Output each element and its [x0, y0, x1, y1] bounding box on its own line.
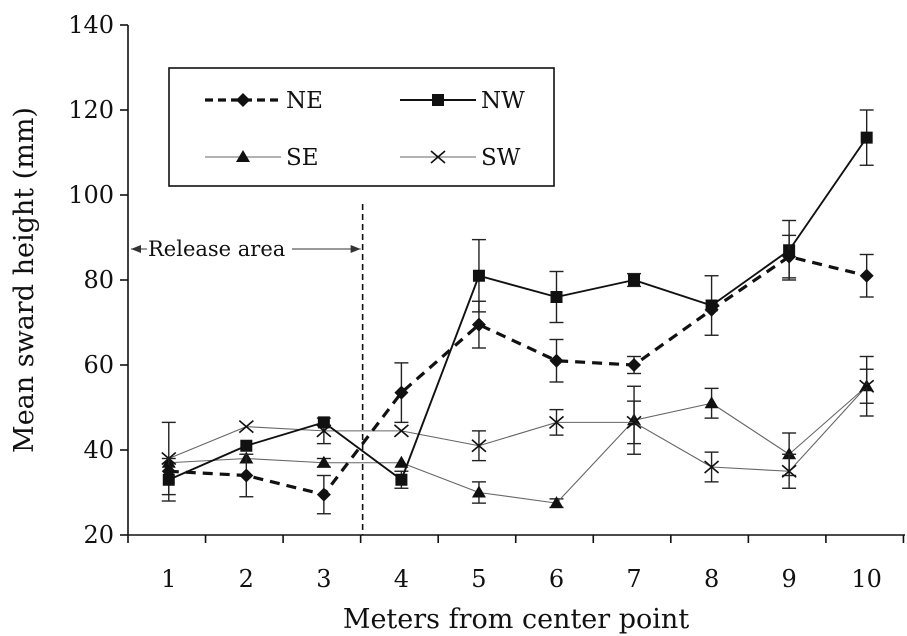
y-tick-label: 80 — [83, 266, 114, 294]
data-point-ne — [239, 468, 254, 483]
data-point-ne — [316, 487, 331, 502]
x-marker-stroke — [626, 415, 642, 429]
data-point-ne — [704, 302, 719, 317]
data-point-ne — [859, 268, 874, 283]
data-point-nw — [628, 274, 641, 286]
release-area-arrowhead-left — [131, 245, 141, 253]
data-point-nw — [162, 473, 175, 486]
release-area-arrowhead-right — [350, 245, 361, 253]
data-point-sw — [626, 415, 642, 429]
x-tick-label: 3 — [316, 565, 331, 593]
legend-entry-se: SE — [205, 145, 319, 171]
x-tick-label: 5 — [471, 565, 486, 593]
x-tick-label: 2 — [239, 565, 254, 593]
legend-label: SE — [286, 145, 319, 171]
data-point-nw — [472, 269, 485, 282]
x-marker-stroke — [704, 460, 720, 474]
data-point-se — [704, 396, 719, 409]
data-point-nw — [550, 291, 563, 303]
legend-marker — [236, 93, 250, 107]
y-tick-label: 140 — [68, 11, 114, 39]
release-area-label: Release area — [148, 237, 285, 261]
x-tick-label: 8 — [704, 565, 719, 593]
legend-label: NE — [286, 88, 323, 114]
legend-marker — [236, 150, 250, 162]
data-point-ne — [161, 464, 176, 479]
data-point-sw — [704, 460, 720, 474]
data-point-sw — [471, 439, 487, 453]
series-line-sw — [168, 385, 868, 472]
data-point-sw — [238, 420, 254, 434]
data-point-sw — [781, 464, 797, 478]
series-se — [161, 355, 874, 509]
y-tick-label: 100 — [68, 181, 114, 209]
legend-entry-sw: SW — [400, 145, 521, 171]
x-tick-label: 1 — [161, 565, 176, 593]
x-marker-stroke — [859, 379, 875, 393]
legend-box — [168, 67, 555, 187]
data-point-sw — [393, 424, 409, 438]
x-tick-label: 6 — [549, 565, 564, 593]
data-point-se — [471, 485, 486, 498]
data-point-ne — [471, 317, 486, 332]
data-point-nw — [860, 131, 873, 144]
data-point-ne — [549, 353, 564, 368]
legend-entry-ne: NE — [205, 88, 323, 114]
y-tick-label: 20 — [83, 521, 114, 549]
x-marker-stroke — [471, 439, 487, 453]
data-point-se — [549, 496, 564, 509]
annotation-layer: Release area — [131, 204, 364, 535]
legend-label: NW — [481, 88, 525, 114]
data-point-se — [782, 447, 797, 460]
release-area-label-bg — [147, 234, 292, 262]
legend-marker — [430, 150, 446, 164]
data-point-se — [394, 455, 409, 468]
legend-label: SW — [481, 145, 521, 171]
x-marker-stroke — [430, 150, 446, 164]
legend: NE NW SE SW — [168, 67, 555, 187]
series-sw — [161, 368, 875, 496]
x-tick-label: 4 — [394, 565, 409, 593]
data-point-ne — [394, 385, 409, 400]
x-marker-stroke — [393, 424, 409, 438]
axes: 20 40 60 80 100 120 140 1 2 3 4 5 6 7 8 9 10 — [68, 11, 905, 593]
series-line-se — [168, 385, 868, 504]
series-ne — [161, 234, 874, 515]
data-point-nw — [317, 416, 330, 429]
y-tick-label: 120 — [68, 96, 114, 124]
y-axis-title: Mean sward height (mm) — [9, 107, 40, 453]
x-marker-stroke — [238, 420, 254, 434]
x-marker-stroke — [781, 464, 797, 478]
data-point-ne — [782, 249, 797, 264]
x-tick-label: 9 — [781, 565, 796, 593]
legend-marker — [432, 94, 444, 106]
data-point-nw — [395, 473, 408, 486]
data-point-sw — [548, 415, 565, 429]
x-tick-label: 10 — [851, 565, 882, 593]
series-line-nw — [168, 137, 868, 481]
series-layer — [161, 109, 875, 515]
data-point-ne — [627, 358, 642, 372]
x-axis-title: Meters from center point — [343, 604, 690, 635]
x-marker-stroke — [548, 415, 565, 429]
x-tick-label: 7 — [626, 565, 641, 593]
data-point-se — [316, 455, 331, 468]
y-tick-label: 40 — [83, 436, 114, 464]
series-line-ne — [168, 255, 868, 497]
data-point-sw — [859, 379, 875, 393]
data-point-nw — [240, 439, 253, 452]
y-tick-label: 60 — [83, 351, 114, 379]
legend-entry-nw: NW — [400, 88, 525, 114]
